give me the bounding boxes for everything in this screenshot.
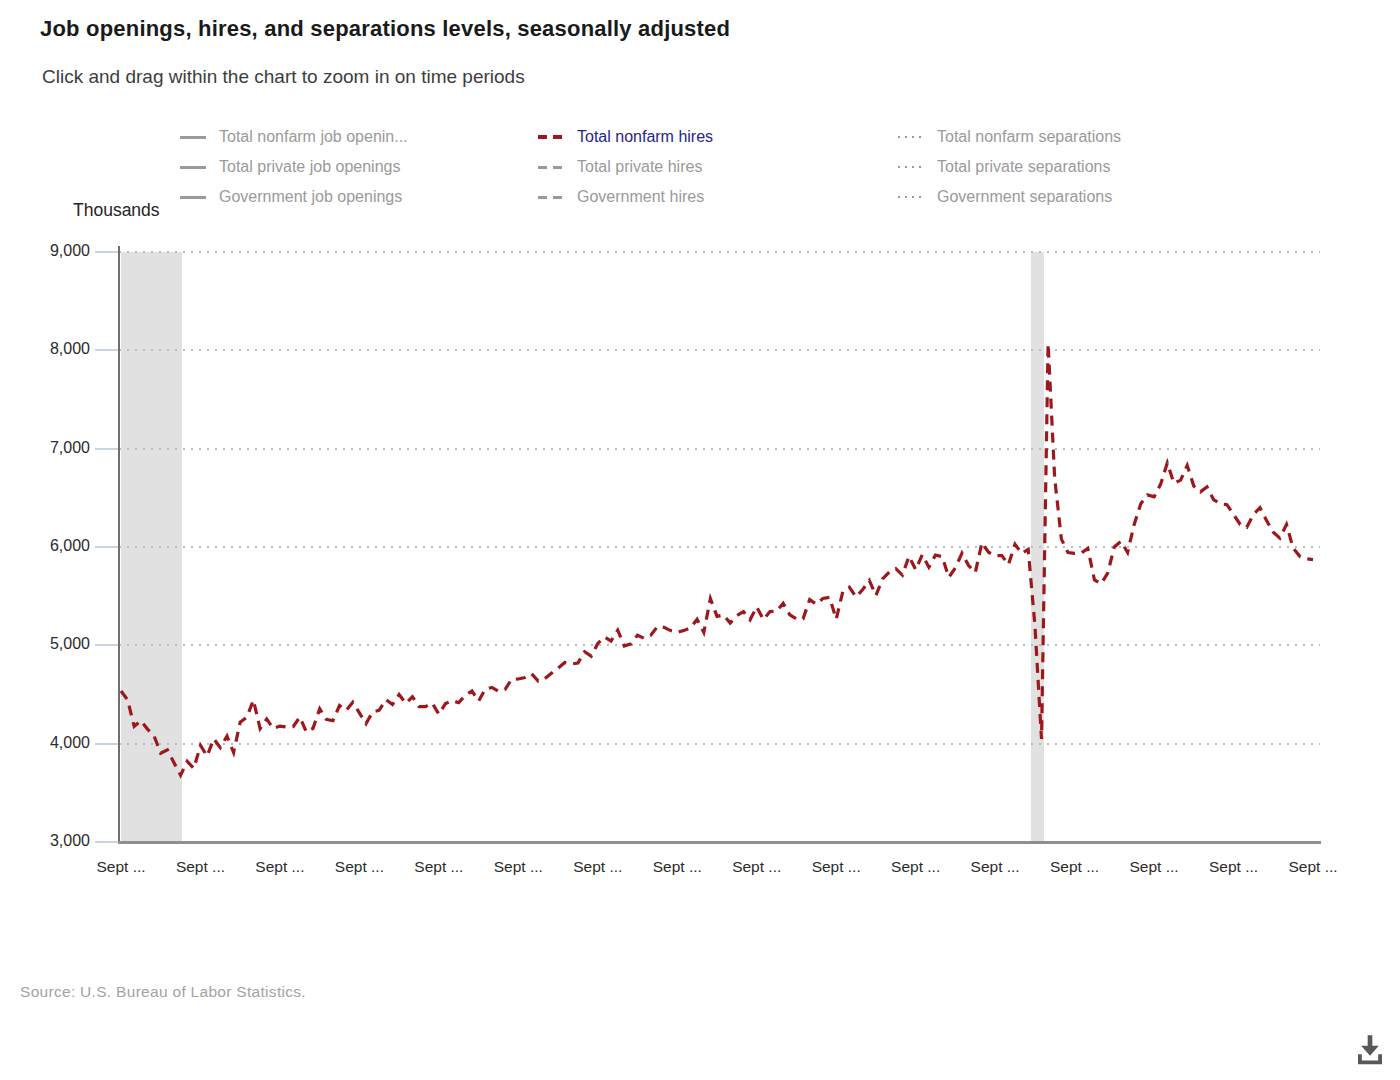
x-axis-label: Sept ... [796, 858, 876, 876]
legend-label: Total private separations [937, 158, 1110, 176]
solid-line-swatch-icon [180, 166, 206, 169]
y-axis-label: 4,000 [10, 734, 90, 752]
legend-label: Government separations [937, 188, 1112, 206]
y-axis-tick [95, 546, 119, 548]
gridline-5000 [119, 644, 1320, 646]
y-axis-tick [95, 644, 119, 646]
legend-label: Total nonfarm separations [937, 128, 1121, 146]
download-icon [1349, 1030, 1391, 1070]
legend-label: Total private job openings [219, 158, 400, 176]
legend-label: Government hires [577, 188, 704, 206]
page-title: Job openings, hires, and separations lev… [40, 16, 730, 42]
solid-line-swatch-icon [180, 136, 206, 139]
x-axis-label: Sept ... [81, 858, 161, 876]
legend-item-total-nonfarm-hires[interactable]: Total nonfarm hires [538, 122, 713, 152]
x-axis-label: Sept ... [1035, 858, 1115, 876]
y-axis-label: 6,000 [10, 537, 90, 555]
gridline-4000 [119, 743, 1320, 745]
x-axis-label: Sept ... [876, 858, 956, 876]
legend-item-government-separations[interactable]: Government separations [898, 182, 1121, 212]
x-axis-label: Sept ... [478, 858, 558, 876]
solid-line-swatch-icon [180, 196, 206, 199]
download-button[interactable] [1344, 1026, 1396, 1076]
x-axis-label: Sept ... [637, 858, 717, 876]
dotted-line-swatch-icon [898, 136, 924, 139]
legend-item-total-private-hires[interactable]: Total private hires [538, 152, 713, 182]
legend-item-government-hires[interactable]: Government hires [538, 182, 713, 212]
y-axis-label: 3,000 [10, 832, 90, 850]
x-axis-label: Sept ... [558, 858, 638, 876]
dashed-line-swatch-icon [538, 135, 564, 139]
legend-label: Government job openings [219, 188, 402, 206]
plot-area[interactable] [119, 246, 1321, 844]
legend-label: Total nonfarm hires [577, 128, 713, 146]
y-axis-unit-label: Thousands [73, 200, 160, 221]
y-axis-tick [95, 841, 119, 843]
y-axis-label: 7,000 [10, 439, 90, 457]
dotted-line-swatch-icon [898, 196, 924, 199]
chart-subtitle: Click and drag within the chart to zoom … [42, 66, 525, 88]
legend-item-total-private-separations[interactable]: Total private separations [898, 152, 1121, 182]
x-axis-label: Sept ... [1273, 858, 1353, 876]
x-axis-label: Sept ... [319, 858, 399, 876]
legend-column-3: Total nonfarm separations Total private s… [898, 122, 1121, 212]
gridline-8000 [119, 349, 1320, 351]
gridline-9000 [119, 251, 1320, 253]
dotted-line-swatch-icon [898, 166, 924, 169]
dashed-line-swatch-icon [538, 196, 564, 199]
x-axis-label: Sept ... [160, 858, 240, 876]
legend-label: Total nonfarm job openin... [219, 128, 408, 146]
x-axis-label: Sept ... [1194, 858, 1274, 876]
y-axis-label: 9,000 [10, 242, 90, 260]
gridline-7000 [119, 448, 1320, 450]
y-axis-tick [95, 349, 119, 351]
source-note: Source: U.S. Bureau of Labor Statistics. [20, 983, 306, 1001]
y-axis-label: 8,000 [10, 340, 90, 358]
y-axis-tick [95, 251, 119, 253]
x-axis-label: Sept ... [717, 858, 797, 876]
gridline-6000 [119, 546, 1320, 548]
legend-item-total-nonfarm-separations[interactable]: Total nonfarm separations [898, 122, 1121, 152]
y-axis-tick [95, 743, 119, 745]
legend-item-government-job-openings[interactable]: Government job openings [180, 182, 408, 212]
x-axis-label: Sept ... [240, 858, 320, 876]
dashed-line-swatch-icon [538, 166, 564, 169]
x-axis-label: Sept ... [399, 858, 479, 876]
y-axis-line [118, 246, 120, 842]
x-axis-label: Sept ... [955, 858, 1035, 876]
x-axis-line [118, 841, 1321, 844]
legend-label: Total private hires [577, 158, 702, 176]
y-axis-tick [95, 448, 119, 450]
legend-item-total-nonfarm-job-openings[interactable]: Total nonfarm job openin... [180, 122, 408, 152]
jolts-chart-widget: Job openings, hires, and separations lev… [0, 0, 1400, 1080]
y-axis-label: 5,000 [10, 635, 90, 653]
legend-item-total-private-job-openings[interactable]: Total private job openings [180, 152, 408, 182]
legend-column-1: Total nonfarm job openin... Total private… [180, 122, 408, 212]
legend-column-2: Total nonfarm hires Total private hires Go… [538, 122, 713, 212]
x-axis-label: Sept ... [1114, 858, 1194, 876]
